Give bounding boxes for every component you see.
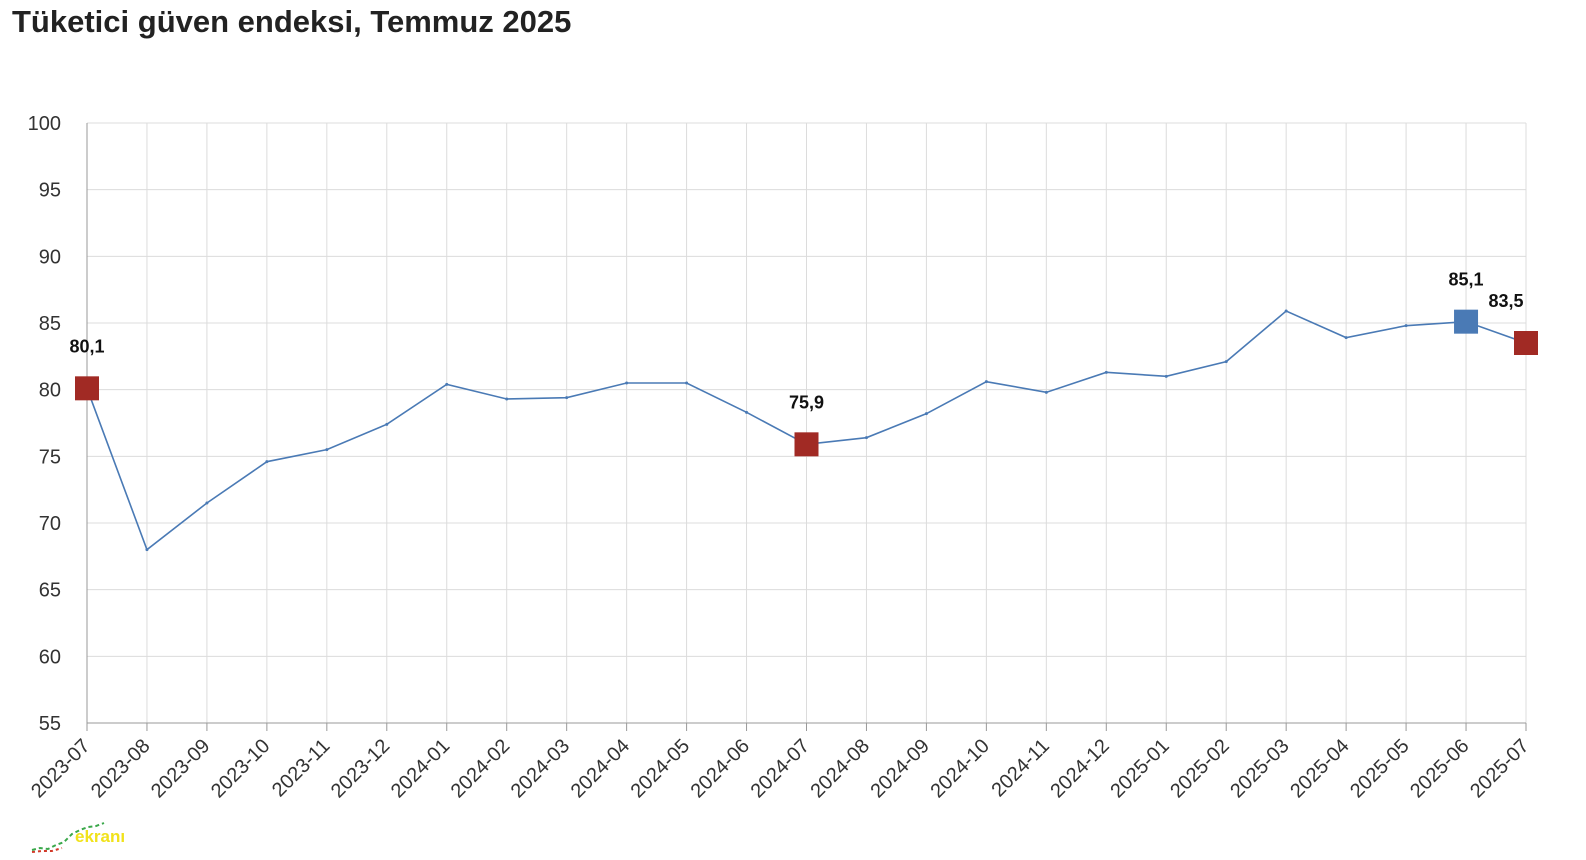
data-point (984, 380, 988, 384)
y-tick-label: 90 (39, 246, 61, 268)
watermark-logo: ekranı (30, 818, 140, 854)
y-tick-label: 95 (39, 180, 61, 202)
x-tick-label: 2025-02 (1166, 735, 1233, 802)
data-point (745, 410, 749, 414)
y-tick-label: 85 (39, 313, 61, 335)
x-tick-label: 2025-05 (1346, 735, 1413, 802)
data-point (685, 381, 689, 385)
logo-text: ekranı (75, 827, 126, 846)
data-label: 75,9 (789, 392, 824, 412)
x-tick-label: 2024-06 (687, 735, 754, 802)
data-point (145, 548, 149, 552)
x-tick-label: 2024-07 (747, 735, 814, 802)
logo-chart-icon (31, 822, 105, 853)
x-tick-label: 2025-03 (1226, 735, 1293, 802)
data-point (864, 436, 868, 440)
y-tick-label: 100 (28, 113, 61, 135)
data-point (1284, 309, 1288, 313)
x-tick-label: 2024-03 (507, 735, 574, 802)
data-point (325, 448, 329, 452)
data-label: 85,1 (1449, 270, 1484, 290)
highlight-marker (794, 432, 819, 457)
data-point (445, 382, 449, 386)
data-point (1404, 324, 1408, 328)
x-tick-label: 2024-10 (926, 735, 993, 802)
highlight-marker (1454, 309, 1479, 334)
highlight-marker (1514, 331, 1538, 355)
x-tick-label: 2023-10 (207, 735, 274, 802)
chart-title: Tüketici güven endeksi, Temmuz 2025 (12, 4, 572, 39)
data-point (924, 412, 928, 416)
y-tick-label: 70 (39, 513, 61, 535)
data-point (1164, 374, 1168, 378)
x-tick-label: 2023-09 (147, 735, 214, 802)
data-point (1344, 336, 1348, 340)
x-tick-label: 2025-01 (1106, 735, 1173, 802)
data-point (1224, 360, 1228, 364)
data-point (505, 397, 509, 401)
x-tick-label: 2024-01 (387, 735, 454, 802)
data-point (265, 460, 269, 464)
x-tick-label: 2024-05 (627, 735, 694, 802)
data-label: 83,5 (1488, 291, 1523, 311)
data-point (385, 422, 389, 426)
x-tick-label: 2024-12 (1046, 735, 1113, 802)
y-tick-label: 65 (39, 580, 61, 602)
y-tick-label: 75 (39, 446, 61, 468)
x-tick-label: 2024-09 (866, 735, 933, 802)
data-point (1044, 390, 1048, 394)
x-tick-label: 2025-04 (1286, 735, 1353, 802)
data-label: 80,1 (69, 336, 104, 356)
x-tick-label: 2024-04 (567, 735, 634, 802)
data-point (625, 381, 629, 385)
x-tick-label: 2023-12 (327, 735, 394, 802)
x-tick-label: 2025-06 (1406, 735, 1473, 802)
data-point (1104, 370, 1108, 374)
x-tick-label: 2025-07 (1466, 735, 1533, 802)
x-tick-label: 2023-08 (87, 735, 154, 802)
highlight-marker (75, 376, 99, 401)
y-tick-label: 80 (39, 380, 61, 402)
x-tick-label: 2023-11 (268, 735, 334, 801)
y-tick-label: 55 (39, 713, 61, 735)
x-tick-label: 2024-11 (987, 735, 1053, 801)
x-tick-label: 2024-02 (447, 735, 514, 802)
data-point (205, 501, 209, 505)
data-point (565, 396, 569, 400)
x-tick-label: 2023-07 (27, 735, 94, 802)
y-tick-label: 60 (39, 646, 61, 668)
x-tick-label: 2024-08 (807, 735, 874, 802)
